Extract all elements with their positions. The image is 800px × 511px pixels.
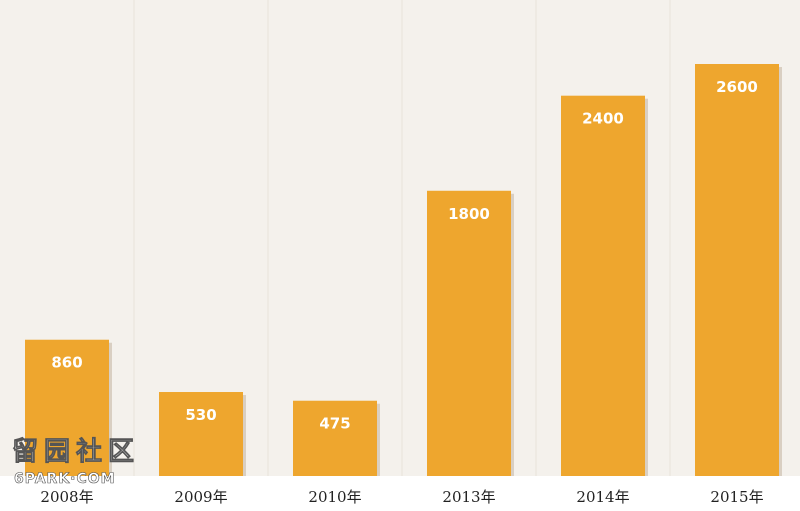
x-tick-label: 2014年 bbox=[576, 488, 629, 506]
data-label: 2600 bbox=[716, 78, 758, 96]
bar-2015年 bbox=[695, 64, 779, 476]
watermark: 留园社区 6PARK·COM bbox=[12, 436, 140, 488]
data-label: 475 bbox=[319, 415, 350, 433]
grid-lines bbox=[133, 0, 671, 476]
data-label: 860 bbox=[51, 354, 82, 372]
bar-2008年 bbox=[25, 339, 109, 476]
bar-2013年 bbox=[427, 190, 511, 476]
x-axis-ticks: 2008年 2009年 2010年 2013年 2014年 2015年 bbox=[40, 488, 763, 506]
x-tick-label: 2015年 bbox=[710, 488, 763, 506]
x-axis-band bbox=[0, 476, 800, 511]
data-label: 1800 bbox=[448, 205, 490, 223]
watermark-chinese: 留园社区 bbox=[12, 436, 140, 467]
bar-2009年 bbox=[159, 392, 243, 476]
x-tick-label: 2008年 bbox=[40, 488, 93, 506]
x-tick-label: 2010年 bbox=[308, 488, 361, 506]
x-tick-label: 2009年 bbox=[174, 488, 227, 506]
watermark-site: 6PARK·COM bbox=[14, 471, 116, 487]
data-label: 530 bbox=[185, 406, 216, 424]
data-label: 2400 bbox=[582, 110, 624, 128]
x-tick-label: 2013年 bbox=[442, 488, 495, 506]
bars: 860 530 475 1800 2400 2600 bbox=[25, 64, 782, 476]
bar-2010年 bbox=[293, 400, 377, 476]
bar-2014年 bbox=[561, 95, 645, 476]
